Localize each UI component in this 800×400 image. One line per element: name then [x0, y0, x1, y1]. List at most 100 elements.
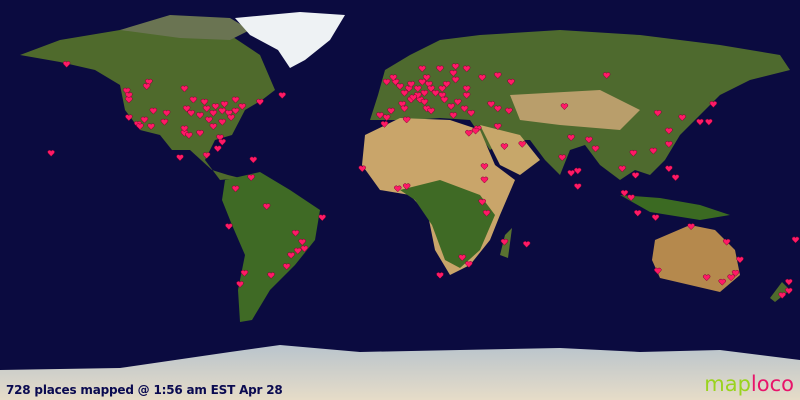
heart-icon[interactable]	[467, 109, 475, 117]
heart-icon[interactable]	[460, 105, 469, 113]
heart-icon[interactable]	[665, 127, 673, 135]
heart-icon[interactable]	[427, 107, 435, 115]
heart-icon[interactable]	[709, 101, 718, 108]
heart-icon[interactable]	[649, 147, 658, 155]
heart-icon[interactable]	[471, 127, 480, 135]
heart-icon[interactable]	[785, 278, 793, 286]
heart-icon[interactable]	[567, 169, 575, 177]
heart-icon[interactable]	[458, 254, 466, 262]
heart-icon[interactable]	[196, 129, 204, 137]
heart-icon[interactable]	[665, 141, 673, 148]
heart-icon[interactable]	[440, 96, 449, 104]
heart-icon[interactable]	[382, 114, 391, 122]
heart-icon[interactable]	[176, 154, 184, 162]
heart-icon[interactable]	[149, 107, 158, 115]
heart-icon[interactable]	[558, 154, 566, 162]
heart-icon[interactable]	[451, 63, 460, 71]
heart-icon[interactable]	[147, 123, 155, 131]
heart-icon[interactable]	[778, 292, 786, 299]
heart-icon[interactable]	[696, 118, 704, 126]
heart-icon[interactable]	[785, 287, 793, 295]
heart-icon[interactable]	[231, 185, 240, 193]
heart-icon[interactable]	[282, 263, 291, 271]
heart-icon[interactable]	[627, 194, 635, 202]
heart-icon[interactable]	[418, 65, 426, 73]
heart-icon[interactable]	[414, 92, 422, 99]
heart-icon[interactable]	[480, 176, 489, 184]
heart-icon[interactable]	[418, 78, 426, 86]
heart-icon[interactable]	[629, 149, 638, 157]
heart-icon[interactable]	[256, 98, 264, 106]
heart-icon[interactable]	[122, 87, 131, 95]
heart-icon[interactable]	[505, 107, 513, 115]
heart-icon[interactable]	[705, 118, 713, 126]
heart-icon[interactable]	[442, 81, 451, 88]
heart-icon[interactable]	[402, 116, 411, 124]
heart-icon[interactable]	[465, 129, 473, 137]
heart-icon[interactable]	[216, 134, 224, 142]
heart-icon[interactable]	[407, 81, 415, 88]
heart-icon[interactable]	[518, 141, 526, 148]
heart-icon[interactable]	[736, 256, 744, 264]
heart-icon[interactable]	[414, 85, 422, 93]
heart-icon[interactable]	[585, 136, 593, 144]
heart-icon[interactable]	[196, 112, 204, 119]
heart-icon[interactable]	[47, 149, 55, 157]
heart-icon[interactable]	[240, 269, 249, 277]
heart-icon[interactable]	[125, 96, 133, 104]
heart-icon[interactable]	[427, 85, 435, 93]
heart-icon[interactable]	[225, 223, 233, 231]
heart-icon[interactable]	[182, 105, 191, 113]
heart-icon[interactable]	[394, 185, 402, 193]
heart-icon[interactable]	[218, 118, 226, 126]
heart-icon[interactable]	[376, 112, 384, 119]
heart-icon[interactable]	[145, 78, 153, 86]
heart-icon[interactable]	[291, 229, 300, 237]
heart-icon[interactable]	[567, 134, 575, 142]
heart-icon[interactable]	[560, 103, 569, 111]
heart-icon[interactable]	[389, 74, 398, 82]
heart-icon[interactable]	[180, 85, 189, 93]
heart-icon[interactable]	[522, 241, 531, 248]
maploco-logo[interactable]: maploco	[704, 372, 794, 396]
heart-icon[interactable]	[125, 92, 133, 99]
heart-icon[interactable]	[574, 167, 582, 175]
heart-icon[interactable]	[249, 156, 258, 164]
heart-icon[interactable]	[420, 98, 429, 106]
heart-icon[interactable]	[462, 92, 471, 99]
heart-icon[interactable]	[620, 189, 629, 197]
heart-icon[interactable]	[405, 85, 413, 93]
heart-icon[interactable]	[160, 118, 169, 126]
heart-icon[interactable]	[218, 138, 226, 146]
heart-icon[interactable]	[262, 203, 271, 211]
heart-icon[interactable]	[478, 74, 486, 82]
heart-icon[interactable]	[187, 109, 195, 117]
heart-icon[interactable]	[438, 92, 446, 99]
heart-icon[interactable]	[618, 165, 626, 173]
heart-icon[interactable]	[200, 98, 209, 106]
heart-icon[interactable]	[62, 61, 71, 68]
heart-icon[interactable]	[238, 103, 246, 111]
heart-icon[interactable]	[202, 105, 211, 113]
heart-icon[interactable]	[218, 107, 226, 115]
heart-icon[interactable]	[665, 165, 673, 173]
heart-icon[interactable]	[391, 78, 400, 86]
heart-icon[interactable]	[727, 274, 735, 282]
heart-icon[interactable]	[180, 125, 189, 133]
heart-icon[interactable]	[422, 105, 431, 113]
heart-icon[interactable]	[140, 116, 149, 124]
heart-icon[interactable]	[438, 85, 446, 93]
heart-icon[interactable]	[654, 109, 662, 117]
heart-icon[interactable]	[436, 65, 444, 73]
heart-icon[interactable]	[318, 214, 326, 222]
heart-icon[interactable]	[214, 145, 222, 153]
heart-icon[interactable]	[227, 114, 235, 122]
heart-icon[interactable]	[278, 92, 286, 99]
heart-icon[interactable]	[382, 78, 391, 86]
heart-icon[interactable]	[654, 267, 662, 275]
heart-icon[interactable]	[731, 269, 740, 277]
heart-icon[interactable]	[125, 114, 133, 122]
heart-icon[interactable]	[631, 172, 640, 179]
heart-icon[interactable]	[211, 103, 220, 111]
heart-icon[interactable]	[687, 223, 695, 231]
